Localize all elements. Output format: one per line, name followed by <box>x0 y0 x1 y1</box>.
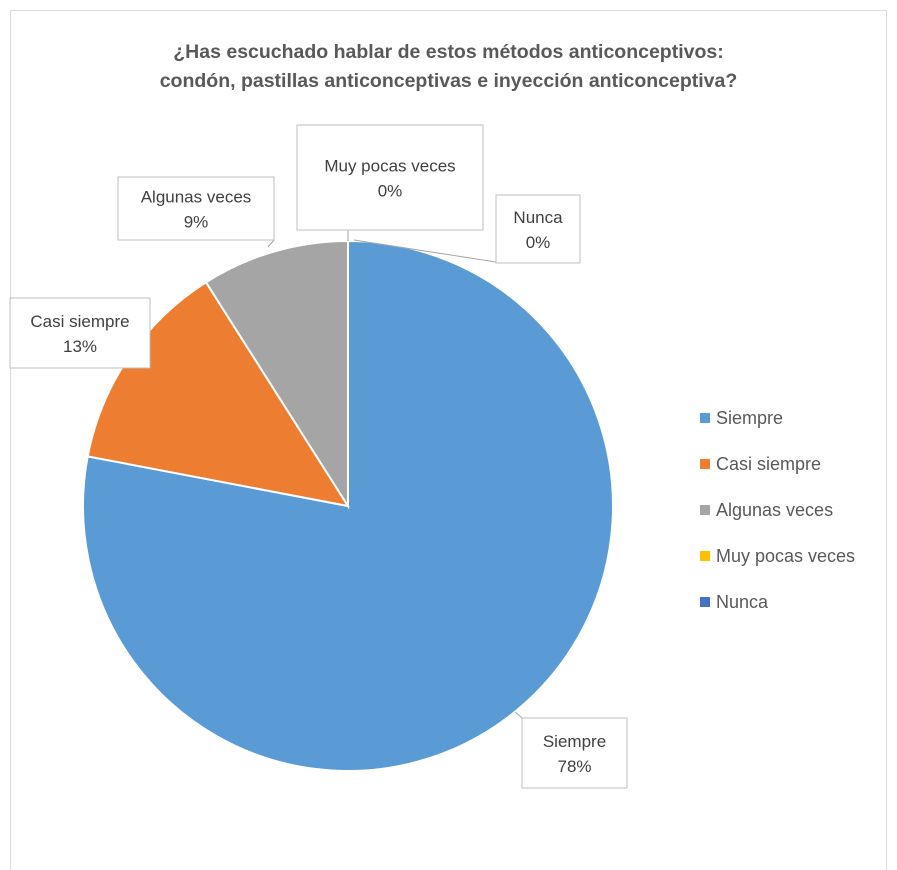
data-label-box <box>296 124 484 231</box>
leader-line-algunas-veces <box>267 239 275 248</box>
pie-slice-algunas-veces <box>204 239 349 510</box>
data-label-category: Algunas veces <box>141 188 252 207</box>
data-label-value: 0% <box>526 233 551 252</box>
legend-label: Siempre <box>716 408 783 428</box>
data-label-category: Siempre <box>543 732 606 751</box>
pie-slices <box>82 239 614 772</box>
legend-swatch <box>700 597 710 607</box>
legend-swatch <box>700 551 710 561</box>
data-label-siempre: Siempre 78% <box>521 717 628 789</box>
legend-swatch <box>700 413 710 423</box>
chart-title-line1: ¿Has escuchado hablar de estos métodos a… <box>173 41 724 63</box>
legend-label: Casi siempre <box>716 454 821 474</box>
legend-label: Algunas veces <box>716 500 833 520</box>
data-labels: Siempre 78% Casi siempre 13% Algunas veces 9%… <box>9 124 628 789</box>
data-label-box <box>495 194 581 264</box>
chart-title-line2: condón, pastillas anticonceptivas e inye… <box>159 70 738 92</box>
data-label-casi-siempre: Casi siempre 13% <box>9 297 151 369</box>
data-label-category: Nunca <box>513 208 563 227</box>
legend-item-algunas-veces: Algunas veces <box>700 500 833 520</box>
data-label-value: 13% <box>63 337 97 356</box>
legend-item-muy-pocas-veces: Muy pocas veces <box>700 546 855 566</box>
leader-lines <box>267 230 523 719</box>
data-label-muy-pocas-veces: Muy pocas veces 0% <box>296 124 484 231</box>
legend-item-nunca: Nunca <box>700 592 769 612</box>
legend-item-siempre: Siempre <box>700 408 783 428</box>
data-label-value: 9% <box>184 213 209 232</box>
data-label-value: 0% <box>378 182 403 201</box>
chart-title: ¿Has escuchado hablar de estos métodos a… <box>40 38 857 96</box>
data-label-box <box>9 297 151 369</box>
legend-swatch <box>700 505 710 515</box>
data-label-box <box>521 717 628 789</box>
data-label-value: 78% <box>557 757 591 776</box>
legend-label: Nunca <box>716 592 769 612</box>
legend-swatch <box>700 459 710 469</box>
data-label-nunca: Nunca 0% <box>495 194 581 264</box>
legend-item-casi-siempre: Casi siempre <box>700 454 821 474</box>
legend-label: Muy pocas veces <box>716 546 855 566</box>
data-label-category: Casi siempre <box>30 312 129 331</box>
legend: Siempre Casi siempre Algunas veces Muy poca… <box>700 408 855 612</box>
leader-line-siempre <box>514 711 523 719</box>
data-label-algunas-veces: Algunas veces 9% <box>117 176 275 241</box>
data-label-box <box>117 176 275 241</box>
leader-line-nunca <box>353 239 497 263</box>
data-label-category: Muy pocas veces <box>324 157 455 176</box>
